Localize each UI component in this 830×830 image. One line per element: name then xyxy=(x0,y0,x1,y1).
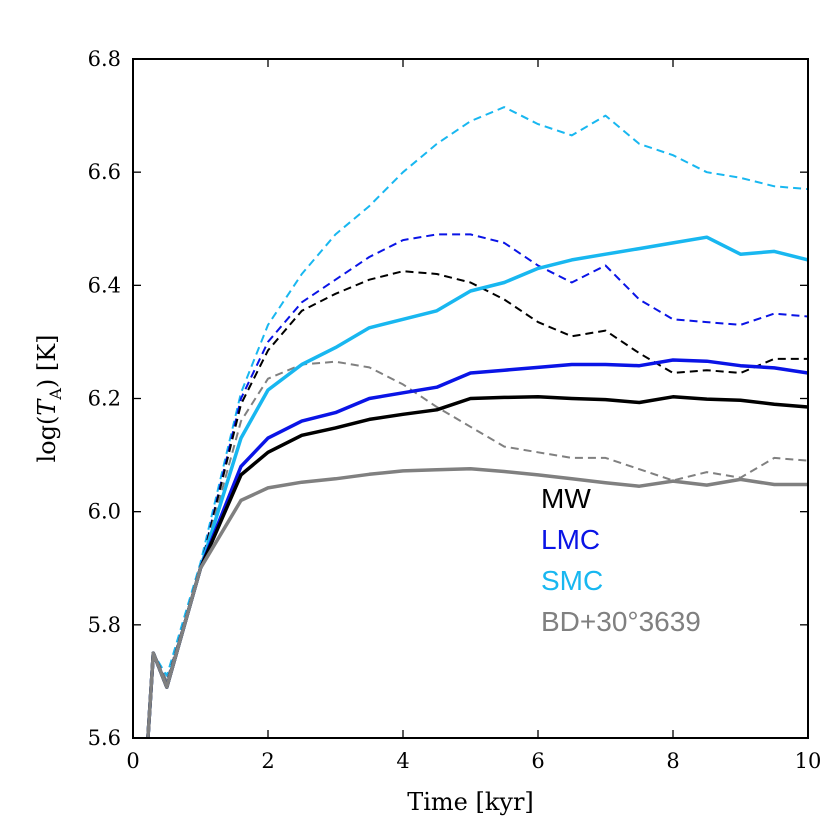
y-axis-label-prefix: log( xyxy=(33,416,61,463)
x-tick-label: 6 xyxy=(531,749,544,773)
series-line-2 xyxy=(146,270,808,738)
series-line-0 xyxy=(146,106,808,738)
x-tick-label: 8 xyxy=(666,749,679,773)
legend-entry: MW xyxy=(541,483,591,514)
series-line-3 xyxy=(146,360,808,738)
y-tick-label: 6.6 xyxy=(88,160,121,184)
x-tick-label: 0 xyxy=(126,749,139,773)
x-tick-label: 4 xyxy=(396,749,409,773)
y-tick-label: 6.2 xyxy=(88,387,121,411)
y-tick-label: 6.8 xyxy=(88,47,121,71)
y-tick-label: 5.6 xyxy=(88,726,121,750)
series-layer xyxy=(146,106,808,738)
series-line-6 xyxy=(146,395,808,738)
y-axis-label: log(TA) [K] xyxy=(33,334,65,462)
series-line-4 xyxy=(146,235,808,738)
y-tick-label: 5.8 xyxy=(88,613,121,637)
y-axis-label-variable: T xyxy=(33,398,61,416)
legend: MW LMC SMC BD+30°3639 xyxy=(541,483,701,637)
legend-entry: LMC xyxy=(541,524,600,555)
y-axis-label-subscript: A xyxy=(46,388,65,401)
y-tick-label: 6.4 xyxy=(88,273,121,297)
series-line-5 xyxy=(146,358,808,738)
ticks-layer: 0 2 4 6 8 10 5.6 5.8 6.0 6.2 6.4 6.6 6.8 xyxy=(88,47,822,773)
legend-entry: BD+30°3639 xyxy=(541,606,701,637)
y-axis-label-suffix: ) [K] xyxy=(33,334,61,388)
legend-entry: SMC xyxy=(541,565,603,596)
x-axis-label: Time [kyr] xyxy=(407,788,534,816)
series-line-7 xyxy=(146,466,808,738)
x-tick-label: 2 xyxy=(261,749,274,773)
x-tick-label: 10 xyxy=(795,749,822,773)
y-tick-label: 6.0 xyxy=(88,500,121,524)
